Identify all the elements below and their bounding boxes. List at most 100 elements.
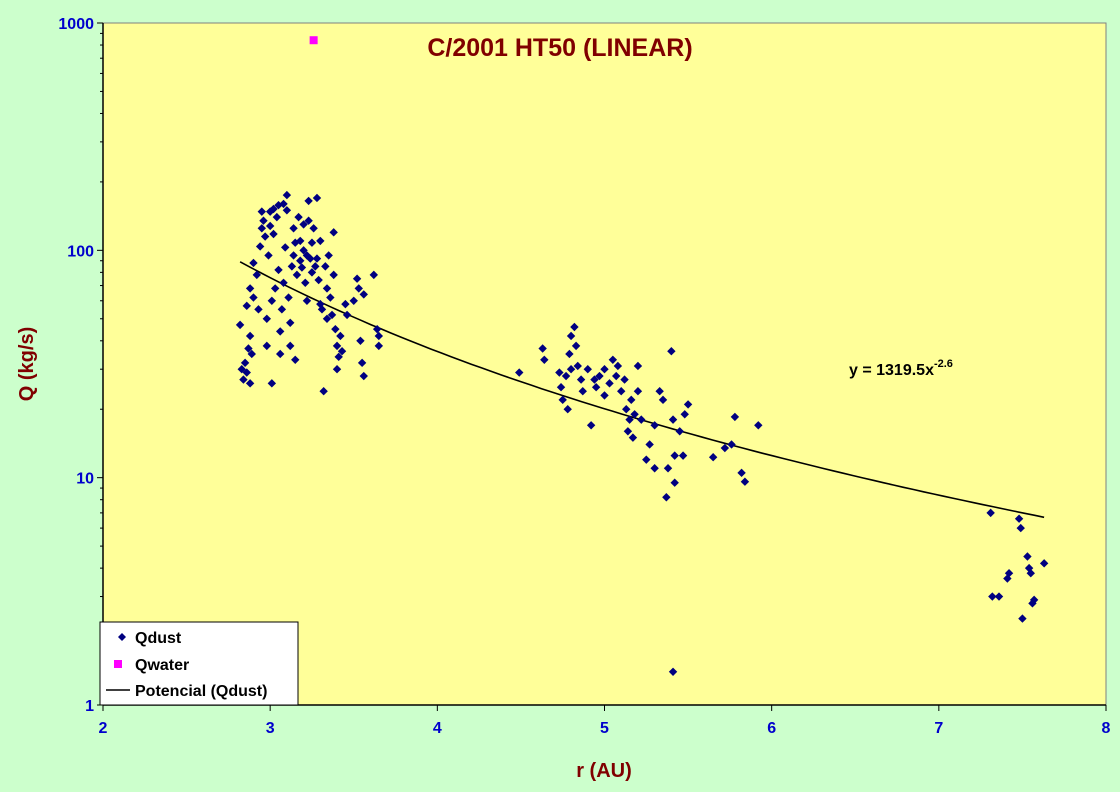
qdust-point xyxy=(322,314,332,323)
qdust-point xyxy=(740,477,750,486)
x-tick-label: 7 xyxy=(934,720,943,737)
qdust-point xyxy=(317,305,327,314)
qdust-point xyxy=(281,243,290,252)
y-axis-label: Q (kg/s) xyxy=(16,327,38,401)
qdust-point xyxy=(282,190,292,200)
qdust-point xyxy=(650,464,659,473)
qdust-point xyxy=(590,375,599,384)
qdust-point xyxy=(620,375,629,384)
qdust-point xyxy=(374,331,384,341)
qdust-point xyxy=(538,344,547,353)
x-tick-label: 6 xyxy=(767,720,776,737)
qdust-point xyxy=(307,238,317,247)
qdust-point xyxy=(312,193,322,203)
qdust-point xyxy=(242,368,251,377)
qdust-point xyxy=(613,361,623,371)
qdust-point xyxy=(540,355,549,364)
qdust-point xyxy=(558,395,567,405)
qdust-point xyxy=(249,293,258,302)
qdust-point xyxy=(571,341,581,351)
qdust-point xyxy=(357,358,367,368)
qdust-point xyxy=(605,379,614,388)
legend-qwater-marker xyxy=(114,660,122,668)
qdust-point xyxy=(260,232,270,241)
qdust-point xyxy=(332,365,342,374)
legend-qdust-marker xyxy=(118,633,126,641)
qdust-point xyxy=(306,254,315,263)
qdust-point xyxy=(754,421,763,430)
qdust-point xyxy=(566,331,576,341)
qdust-point xyxy=(272,212,282,222)
qdust-point xyxy=(600,365,609,374)
qdust-point xyxy=(515,368,524,377)
qdust-point xyxy=(245,331,255,341)
qdust-point xyxy=(286,318,295,327)
qdust-point xyxy=(578,387,587,396)
qdust-point xyxy=(608,355,618,364)
qdust-point xyxy=(264,251,273,260)
qdust-point xyxy=(623,427,633,436)
qdust-point xyxy=(252,270,261,280)
qdust-point xyxy=(294,212,303,222)
qdust-point xyxy=(245,284,255,293)
y-tick-label: 10 xyxy=(76,471,94,488)
qdust-point xyxy=(1023,552,1032,561)
qdust-point xyxy=(265,221,275,231)
qdust-point xyxy=(297,263,307,272)
trendline-equation: y = 1319.5x-2.6 xyxy=(849,358,953,379)
qdust-point xyxy=(988,592,997,601)
qdust-point xyxy=(1029,595,1039,605)
x-tick-label: 2 xyxy=(99,720,108,737)
qdust-point xyxy=(730,412,740,422)
qdust-point xyxy=(359,371,368,381)
qdust-point xyxy=(628,433,638,442)
qdust-point xyxy=(334,352,343,362)
qdust-point xyxy=(1026,568,1035,578)
qdust-point xyxy=(369,270,379,280)
qdust-point xyxy=(336,331,345,341)
qdust-point xyxy=(561,371,571,381)
qdust-point xyxy=(265,207,275,216)
qdust-point xyxy=(267,379,277,388)
qdust-point xyxy=(658,395,668,405)
qdust-point xyxy=(259,216,268,225)
qdust-point xyxy=(642,455,651,464)
qdust-point xyxy=(316,236,325,246)
y-tick-label: 100 xyxy=(67,243,94,260)
legend-qdust-label: Qdust xyxy=(135,630,182,647)
qdust-point xyxy=(586,421,596,430)
qdust-point xyxy=(591,383,601,392)
qdust-point xyxy=(299,246,308,255)
qdust-point xyxy=(322,284,332,293)
qdust-point xyxy=(563,405,572,414)
qdust-point xyxy=(645,440,654,449)
qdust-point xyxy=(270,284,280,293)
qdust-point xyxy=(349,296,358,305)
qdust-point xyxy=(994,592,1004,601)
qdust-point xyxy=(633,361,643,371)
legend: Qdust Qwater Potencial (Qdust) xyxy=(99,621,299,706)
qdust-point xyxy=(354,284,363,293)
qdust-point xyxy=(312,254,322,263)
qdust-point xyxy=(556,383,566,392)
legend-box xyxy=(99,621,299,706)
qdust-point xyxy=(637,415,646,424)
legend-qwater-label: Qwater xyxy=(135,657,189,674)
trendline-equation-base: y = 1319.5x xyxy=(849,362,934,379)
qdust-point xyxy=(675,427,684,436)
qdust-point xyxy=(279,278,288,287)
qdust-point xyxy=(277,305,287,314)
x-tick-label: 4 xyxy=(433,720,442,737)
qdust-point xyxy=(309,224,318,233)
qdust-point xyxy=(570,322,579,332)
qdust-point xyxy=(304,196,313,206)
qdust-point xyxy=(573,361,582,371)
qdust-point xyxy=(307,268,317,277)
qdust-point xyxy=(314,275,323,285)
qdust-point xyxy=(262,314,272,323)
qdust-point xyxy=(245,379,255,388)
qdust-point xyxy=(600,391,609,400)
y-tick-label: 1 xyxy=(85,698,94,715)
qdust-point xyxy=(678,451,688,460)
qdust-point xyxy=(622,405,631,414)
